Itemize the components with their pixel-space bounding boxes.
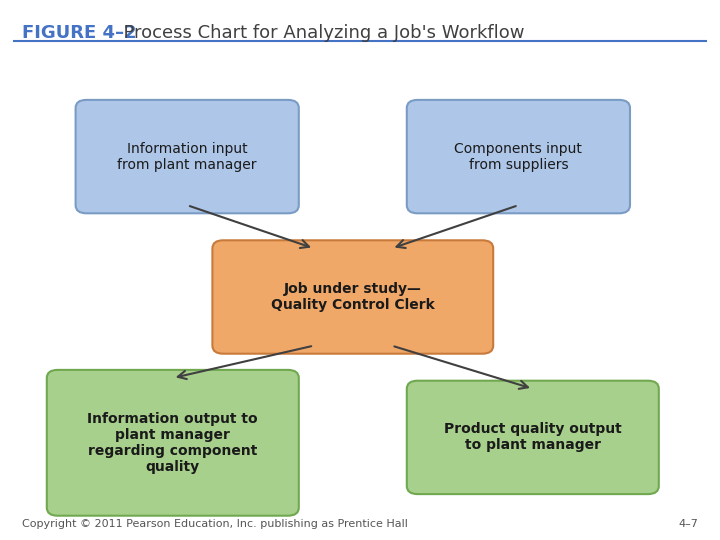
- Text: Job under study—
Quality Control Clerk: Job under study— Quality Control Clerk: [271, 282, 435, 312]
- Text: Components input
from suppliers: Components input from suppliers: [454, 141, 582, 172]
- Text: 4–7: 4–7: [678, 519, 698, 529]
- Text: Product quality output
to plant manager: Product quality output to plant manager: [444, 422, 621, 453]
- Text: Copyright © 2011 Pearson Education, Inc. publishing as Prentice Hall: Copyright © 2011 Pearson Education, Inc.…: [22, 519, 408, 529]
- Text: Process Chart for Analyzing a Job's Workflow: Process Chart for Analyzing a Job's Work…: [112, 24, 524, 42]
- FancyBboxPatch shape: [76, 100, 299, 213]
- FancyBboxPatch shape: [407, 100, 630, 213]
- Text: Information output to
plant manager
regarding component
quality: Information output to plant manager rega…: [88, 411, 258, 474]
- FancyBboxPatch shape: [47, 370, 299, 516]
- FancyBboxPatch shape: [212, 240, 493, 354]
- Text: Information input
from plant manager: Information input from plant manager: [117, 141, 257, 172]
- Text: FIGURE 4–2: FIGURE 4–2: [22, 24, 136, 42]
- FancyBboxPatch shape: [407, 381, 659, 494]
